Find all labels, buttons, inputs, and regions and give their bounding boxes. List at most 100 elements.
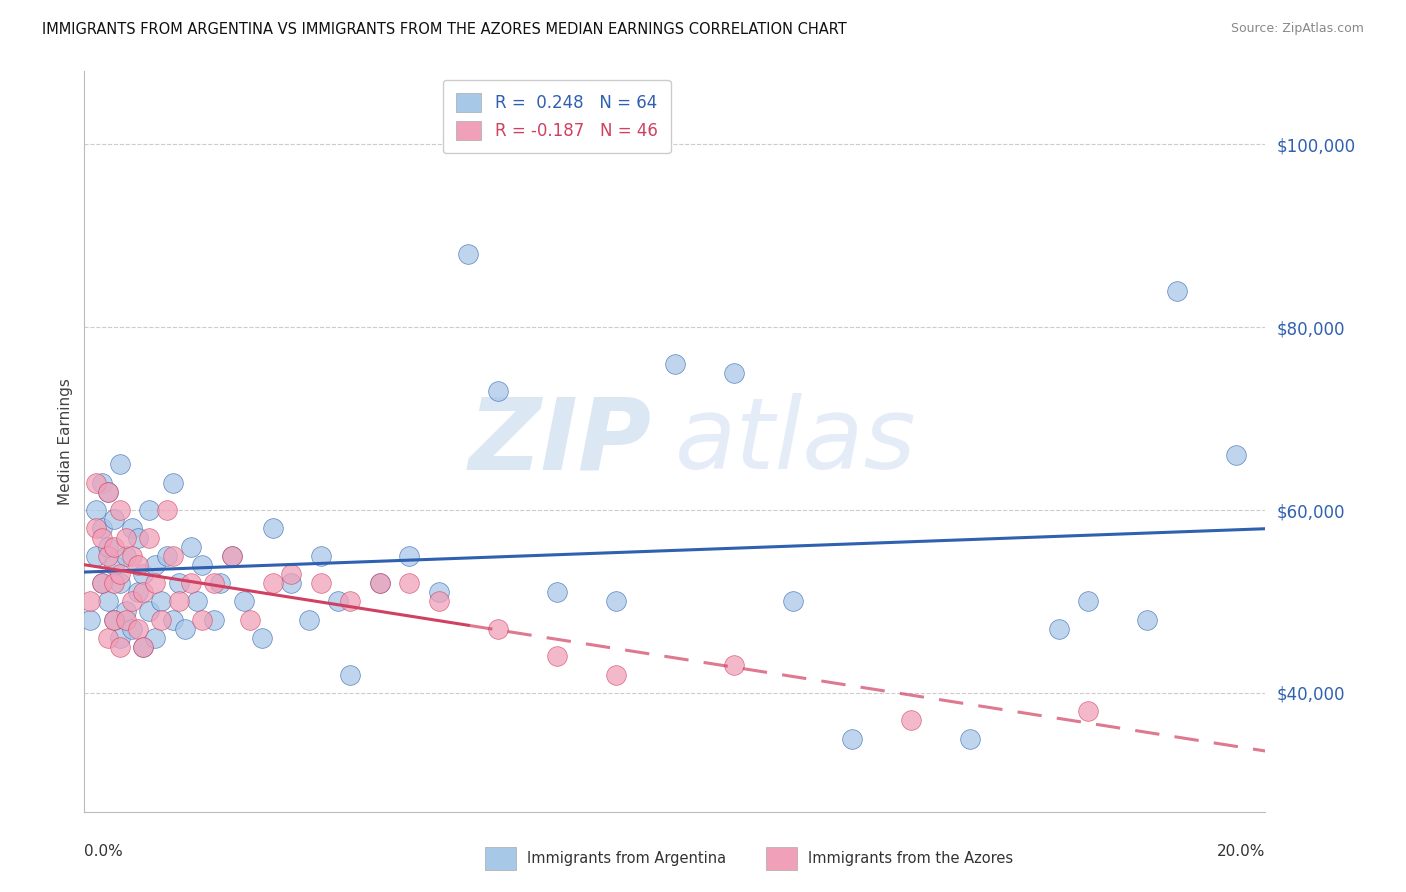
Point	[114, 549, 136, 563]
Point	[664, 357, 686, 371]
Point	[84, 475, 107, 490]
Point	[103, 512, 125, 526]
Point	[191, 558, 214, 572]
Point	[108, 631, 131, 645]
Point	[91, 531, 114, 545]
Point	[782, 594, 804, 608]
Point	[91, 576, 114, 591]
Point	[262, 576, 284, 591]
Point	[1077, 594, 1099, 608]
Text: Immigrants from Argentina: Immigrants from Argentina	[527, 851, 727, 866]
Point	[262, 521, 284, 535]
Point	[221, 549, 243, 563]
Point	[605, 594, 627, 608]
Point	[108, 640, 131, 655]
Point	[132, 640, 155, 655]
Point	[156, 503, 179, 517]
Point	[84, 503, 107, 517]
Point	[167, 594, 190, 608]
Point	[368, 576, 391, 591]
Point	[1047, 622, 1070, 636]
Text: 0.0%: 0.0%	[84, 844, 124, 859]
Point	[127, 585, 149, 599]
Point	[298, 613, 321, 627]
Point	[723, 366, 745, 380]
Point	[108, 503, 131, 517]
Point	[841, 731, 863, 746]
Point	[103, 613, 125, 627]
Point	[138, 503, 160, 517]
Point	[368, 576, 391, 591]
Point	[91, 576, 114, 591]
Point	[97, 631, 120, 645]
Point	[103, 558, 125, 572]
Point	[121, 549, 143, 563]
Point	[114, 613, 136, 627]
Point	[209, 576, 232, 591]
Text: Immigrants from the Azores: Immigrants from the Azores	[808, 851, 1014, 866]
Point	[91, 475, 114, 490]
Point	[143, 558, 166, 572]
Point	[457, 247, 479, 261]
Point	[309, 549, 332, 563]
Point	[97, 484, 120, 499]
Point	[91, 521, 114, 535]
Point	[103, 540, 125, 554]
Point	[280, 576, 302, 591]
Point	[121, 521, 143, 535]
Point	[108, 567, 131, 582]
Legend: R =  0.248   N = 64, R = -0.187   N = 46: R = 0.248 N = 64, R = -0.187 N = 46	[443, 79, 671, 153]
Point	[173, 622, 195, 636]
Point	[546, 585, 568, 599]
Point	[162, 475, 184, 490]
Point	[202, 613, 225, 627]
Point	[150, 613, 173, 627]
Point	[427, 594, 450, 608]
Point	[132, 640, 155, 655]
Point	[605, 667, 627, 681]
Point	[132, 567, 155, 582]
Point	[309, 576, 332, 591]
Point	[202, 576, 225, 591]
Point	[398, 576, 420, 591]
Point	[108, 576, 131, 591]
Point	[97, 549, 120, 563]
Point	[239, 613, 262, 627]
Point	[162, 549, 184, 563]
Point	[328, 594, 350, 608]
Point	[1166, 284, 1188, 298]
Point	[97, 540, 120, 554]
Point	[114, 604, 136, 618]
Point	[546, 649, 568, 664]
Point	[127, 622, 149, 636]
Point	[1136, 613, 1159, 627]
Point	[150, 594, 173, 608]
Point	[232, 594, 254, 608]
Point	[280, 567, 302, 582]
Point	[103, 576, 125, 591]
Point	[250, 631, 273, 645]
Point	[156, 549, 179, 563]
Point	[97, 594, 120, 608]
Point	[114, 531, 136, 545]
Point	[103, 613, 125, 627]
Point	[191, 613, 214, 627]
Point	[959, 731, 981, 746]
Point	[138, 604, 160, 618]
Point	[427, 585, 450, 599]
Point	[127, 558, 149, 572]
Point	[132, 585, 155, 599]
Point	[84, 549, 107, 563]
Point	[186, 594, 208, 608]
Point	[84, 521, 107, 535]
Point	[138, 531, 160, 545]
Point	[121, 622, 143, 636]
Point	[486, 384, 509, 399]
Point	[180, 540, 202, 554]
Point	[121, 594, 143, 608]
Point	[339, 594, 361, 608]
Point	[79, 594, 101, 608]
Point	[900, 714, 922, 728]
Point	[79, 613, 101, 627]
Point	[108, 458, 131, 472]
